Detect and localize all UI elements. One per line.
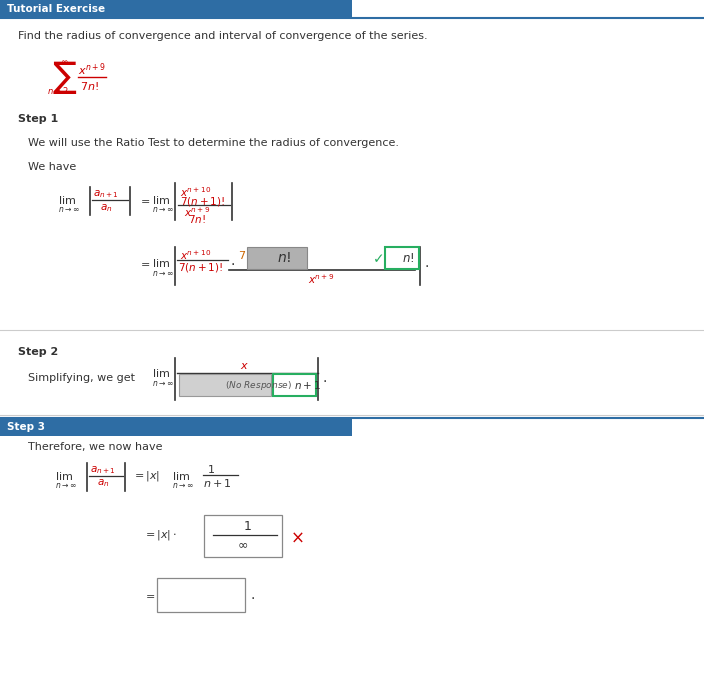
Text: $x$: $x$ xyxy=(240,361,249,371)
Bar xyxy=(157,578,245,612)
Text: $1$: $1$ xyxy=(207,463,215,475)
Text: $x^{n+10}$: $x^{n+10}$ xyxy=(180,185,211,199)
Text: $7n!$: $7n!$ xyxy=(80,80,99,92)
Text: Step 1: Step 1 xyxy=(18,114,58,124)
Bar xyxy=(0,0,352,18)
Text: $.$: $.$ xyxy=(424,256,429,270)
Text: $=$: $=$ xyxy=(143,590,156,600)
Text: Step 3: Step 3 xyxy=(7,422,45,432)
Text: $.$: $.$ xyxy=(250,588,255,602)
Text: $\lim$: $\lim$ xyxy=(152,367,170,379)
Text: $7n!$: $7n!$ xyxy=(188,213,206,225)
Text: $\lim$: $\lim$ xyxy=(58,194,76,206)
Text: $(No\ Response)$: $(No\ Response)$ xyxy=(225,379,292,392)
Text: $\lim$: $\lim$ xyxy=(152,257,170,269)
Text: $n+1$: $n+1$ xyxy=(203,477,232,489)
Text: $1$: $1$ xyxy=(243,520,252,533)
Text: $x^{n+9}$: $x^{n+9}$ xyxy=(184,205,210,219)
Text: $x^{n+9}$: $x^{n+9}$ xyxy=(308,272,334,286)
Text: $\infty$: $\infty$ xyxy=(237,539,248,552)
Text: Step 2: Step 2 xyxy=(18,347,58,357)
Text: $7(n+1)!$: $7(n+1)!$ xyxy=(180,195,225,208)
Text: $\sum$: $\sum$ xyxy=(52,59,77,97)
Text: $\infty$: $\infty$ xyxy=(60,57,68,67)
Text: $\lim$: $\lim$ xyxy=(55,470,73,482)
Bar xyxy=(247,247,307,269)
Text: Tutorial Exercise: Tutorial Exercise xyxy=(7,4,105,14)
Text: Therefore, we now have: Therefore, we now have xyxy=(28,442,163,452)
Text: $x^{n+9}$: $x^{n+9}$ xyxy=(78,62,106,78)
Text: We have: We have xyxy=(28,162,76,172)
Text: We will use the Ratio Test to determine the radius of convergence.: We will use the Ratio Test to determine … xyxy=(28,138,399,148)
Text: $n!$: $n!$ xyxy=(402,251,415,264)
Text: $7$: $7$ xyxy=(238,249,246,261)
Bar xyxy=(273,374,316,396)
Text: $a_{n+1}$: $a_{n+1}$ xyxy=(93,188,119,200)
Text: $n \to \infty$: $n \to \infty$ xyxy=(152,206,174,215)
Text: $\times$: $\times$ xyxy=(290,529,303,547)
Text: $a_n$: $a_n$ xyxy=(100,202,113,214)
Text: Find the radius of convergence and interval of convergence of the series.: Find the radius of convergence and inter… xyxy=(18,31,427,41)
Bar xyxy=(385,247,419,269)
Text: $\cdot$: $\cdot$ xyxy=(230,256,235,270)
Text: $n \to \infty$: $n \to \infty$ xyxy=(55,481,77,490)
Text: $n \to \infty$: $n \to \infty$ xyxy=(172,481,194,490)
Text: $7(n+1)!$: $7(n+1)!$ xyxy=(178,262,223,274)
Bar xyxy=(179,374,271,396)
Text: $n \to \infty$: $n \to \infty$ xyxy=(58,206,80,215)
Text: $=$: $=$ xyxy=(138,195,151,205)
Text: $n+1$: $n+1$ xyxy=(294,379,321,391)
Text: $a_n$: $a_n$ xyxy=(97,477,109,489)
Bar xyxy=(0,418,352,436)
Text: $.$: $.$ xyxy=(322,371,327,385)
Text: $n \to \infty$: $n \to \infty$ xyxy=(152,268,174,277)
Text: $x^{n+10}$: $x^{n+10}$ xyxy=(180,248,211,262)
Text: $a_{n+1}$: $a_{n+1}$ xyxy=(90,464,116,476)
Text: Simplifying, we get: Simplifying, we get xyxy=(28,373,135,383)
Text: $n \to \infty$: $n \to \infty$ xyxy=(152,379,174,387)
Text: $=$: $=$ xyxy=(138,258,151,268)
Text: $\checkmark$: $\checkmark$ xyxy=(372,251,383,265)
Text: $\lim$: $\lim$ xyxy=(152,194,170,206)
Text: $n!$: $n!$ xyxy=(277,251,291,265)
Text: $n=2$: $n=2$ xyxy=(47,84,69,95)
Text: $= |x| \cdot$: $= |x| \cdot$ xyxy=(143,528,177,542)
Bar xyxy=(204,515,282,557)
Text: $\lim$: $\lim$ xyxy=(172,470,190,482)
Text: $= |x|$: $= |x|$ xyxy=(132,469,161,483)
